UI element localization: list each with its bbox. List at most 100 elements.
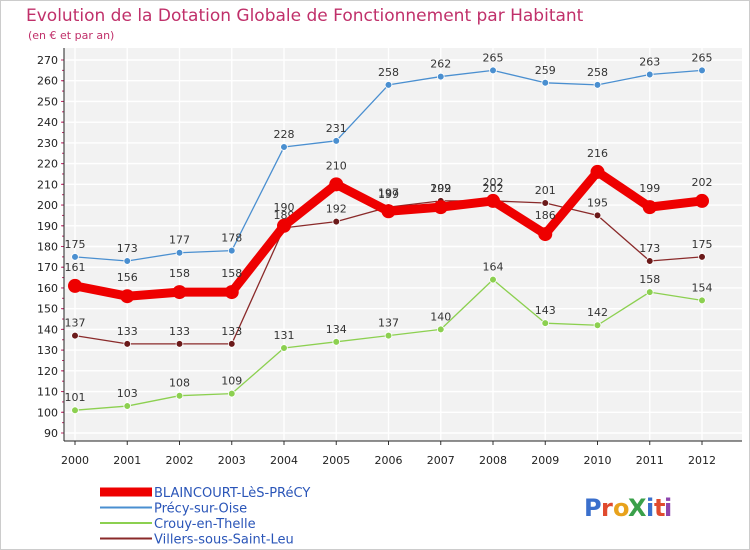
- data-point: [123, 340, 132, 348]
- data-label: 158: [169, 267, 190, 280]
- chart-subtitle: (en € et par an): [28, 29, 114, 42]
- legend: BLAINCOURT-LèS-PRéCYPrécy-sur-OiseCrouy-…: [100, 486, 310, 548]
- x-tick-label: 2008: [479, 454, 507, 467]
- data-point: [227, 389, 236, 398]
- logo-letter: o: [613, 494, 630, 522]
- data-label: 199: [639, 182, 660, 195]
- x-tick-label: 2005: [322, 454, 350, 467]
- data-label: 143: [535, 304, 556, 317]
- data-label: 133: [117, 325, 138, 338]
- x-tick-label: 2003: [218, 454, 246, 467]
- data-label: 228: [274, 128, 295, 141]
- x-tick-label: 2011: [636, 454, 664, 467]
- data-label: 133: [169, 325, 190, 338]
- y-tick-label: 200: [37, 199, 58, 212]
- data-point: [642, 200, 657, 215]
- data-label: 177: [169, 234, 190, 247]
- logo-letter: i: [646, 494, 654, 522]
- data-label: 199: [378, 188, 399, 201]
- y-tick-label: 140: [37, 323, 58, 336]
- data-label: 178: [221, 232, 242, 245]
- data-point: [224, 285, 239, 300]
- data-point: [538, 227, 553, 242]
- data-label: 265: [692, 51, 713, 64]
- data-point: [433, 200, 448, 215]
- y-tick-label: 120: [37, 365, 58, 378]
- series-precy-sur-oise: 175 173 177 178 228 231 258 262 265 259 258 263 265: [65, 51, 713, 265]
- data-point: [123, 402, 132, 410]
- data-point: [280, 143, 288, 151]
- data-point: [332, 338, 341, 346]
- legend-item-villers-sous-saint-leu: Villers-sous-Saint-Leu: [100, 533, 294, 548]
- data-point: [172, 285, 187, 300]
- legend-label: Précy-sur-Oise: [154, 502, 247, 517]
- data-point: [590, 164, 605, 179]
- y-tick-label: 220: [37, 158, 58, 171]
- legend-item-precy-sur-oise: Précy-sur-Oise: [100, 502, 247, 517]
- y-tick-label: 160: [37, 282, 58, 295]
- data-point: [71, 331, 79, 340]
- data-label: 259: [535, 64, 556, 77]
- logo-letter: t: [654, 494, 665, 522]
- series-crouy-en-thelle: 101 103 108 109 131 134 137 140 164 143 142 158 154: [65, 261, 713, 415]
- data-point: [277, 218, 291, 233]
- data-point: [332, 217, 341, 226]
- data-label: 190: [274, 201, 295, 214]
- x-tick-label: 2001: [113, 454, 141, 467]
- data-label: 202: [430, 182, 451, 195]
- y-tick-label: 240: [37, 116, 58, 129]
- data-label: 154: [692, 281, 713, 294]
- data-point: [71, 406, 79, 415]
- data-point: [68, 278, 82, 293]
- data-point: [227, 246, 236, 255]
- x-tick-label: 2012: [688, 454, 716, 467]
- y-tick-label: 190: [37, 220, 58, 233]
- data-point: [175, 340, 184, 348]
- data-point: [384, 81, 393, 89]
- data-label: 131: [274, 329, 295, 342]
- data-point: [541, 78, 550, 87]
- chart-title: Evolution de la Dotation Globale de Fonc…: [26, 6, 584, 26]
- plot-area: [64, 48, 742, 441]
- y-tick-label: 90: [44, 427, 58, 440]
- data-label: 164: [483, 261, 504, 274]
- y-tick-label: 180: [37, 241, 58, 254]
- y-tick-label: 250: [37, 95, 58, 108]
- data-label: 258: [378, 66, 399, 79]
- data-label: 140: [430, 310, 451, 323]
- data-label: 202: [483, 176, 504, 189]
- data-label: 158: [221, 267, 242, 280]
- data-label: 258: [587, 66, 608, 79]
- y-tick-label: 260: [37, 75, 58, 88]
- data-label: 158: [639, 273, 660, 286]
- y-tick-label: 130: [37, 344, 58, 357]
- data-point: [486, 193, 500, 208]
- data-point: [332, 137, 341, 145]
- y-tick-label: 270: [37, 54, 58, 67]
- data-point: [227, 340, 236, 348]
- data-label: 134: [326, 323, 347, 336]
- data-point: [698, 253, 706, 261]
- data-point: [175, 391, 184, 400]
- data-label: 173: [117, 242, 138, 255]
- data-label: 137: [378, 317, 399, 330]
- data-point: [489, 275, 497, 284]
- data-label: 186: [535, 209, 556, 222]
- data-label: 202: [692, 176, 713, 189]
- x-tick-label: 2007: [427, 454, 455, 467]
- data-point: [436, 72, 445, 81]
- x-tick-label: 2009: [531, 454, 559, 467]
- data-point: [541, 199, 550, 207]
- grid-lines: [64, 48, 742, 441]
- y-tick-label: 230: [37, 137, 58, 150]
- legend-label: BLAINCOURT-LèS-PRéCY: [154, 486, 310, 501]
- data-point: [541, 319, 550, 327]
- logo-letter: X: [628, 494, 647, 522]
- x-tick-label: 2006: [375, 454, 403, 467]
- data-label: 103: [117, 387, 138, 400]
- data-label: 161: [65, 261, 86, 274]
- logo-letter: P: [584, 494, 602, 522]
- data-label: 201: [535, 184, 556, 197]
